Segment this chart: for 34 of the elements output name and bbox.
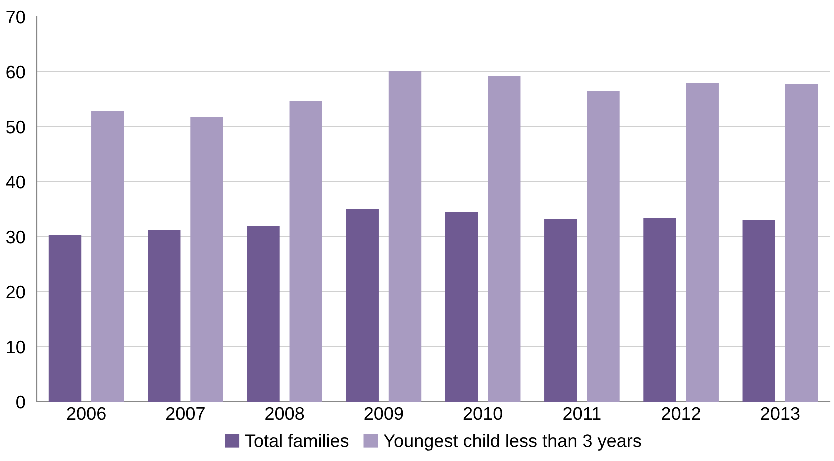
y-tick-label: 20 [6,286,26,299]
x-tick-label: 2012 [662,407,700,420]
bar [488,76,521,402]
bar [148,230,181,402]
bar [544,219,578,402]
y-tick-label: 60 [6,66,26,79]
bar [346,210,379,402]
x-tick-label: 2009 [364,407,404,420]
bar [290,101,322,402]
y-tick-label: 50 [6,120,26,134]
y-tick-label: 30 [6,230,26,244]
bar [686,84,719,402]
bar [785,84,818,402]
x-tick-label: 2006 [67,407,106,420]
bar [190,117,224,402]
bar [92,111,124,402]
legend-label: Youngest child less than 3 years [384,434,642,451]
x-tick-label: 2007 [166,407,205,420]
bar [48,235,82,402]
x-tick-label: 2010 [464,407,502,420]
bar [388,71,422,402]
y-tick-label: 40 [6,176,26,189]
bar [742,220,776,402]
y-tick-label: 10 [7,340,26,354]
bar [445,212,478,402]
legend-label: Total families [245,434,349,448]
bar [247,226,280,402]
x-tick-label: 2008 [266,407,304,420]
y-tick-label: 0 [16,396,26,409]
y-tick-label: 70 [6,10,26,24]
bar [587,91,620,402]
x-tick-label: 2013 [761,407,800,420]
bar [644,218,676,402]
x-tick-label: 2011 [564,407,601,420]
